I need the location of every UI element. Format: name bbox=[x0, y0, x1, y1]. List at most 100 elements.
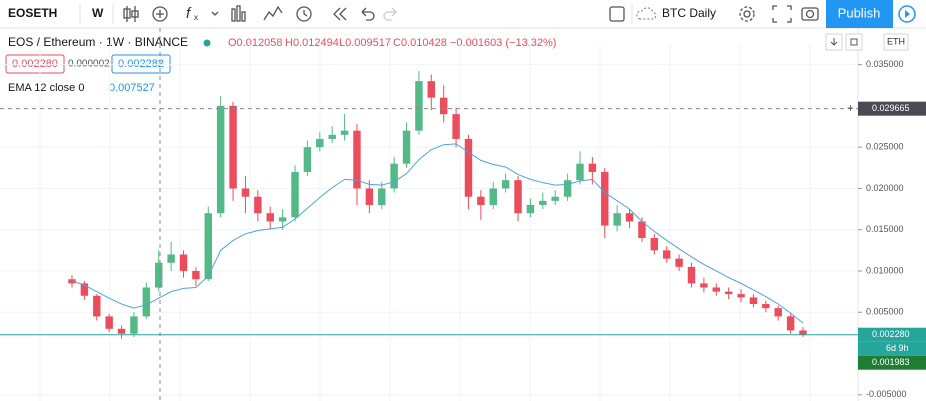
bid: 0.002280 bbox=[12, 58, 58, 70]
candle-body bbox=[439, 97, 448, 115]
publish-label[interactable]: Publish bbox=[838, 5, 881, 20]
candle-body bbox=[501, 180, 510, 189]
reset-icon bbox=[850, 38, 858, 46]
indicator-add-icon[interactable] bbox=[152, 6, 168, 22]
candle-body bbox=[130, 316, 138, 334]
ema-value: 0.007527 bbox=[109, 82, 155, 94]
play-icon[interactable] bbox=[898, 5, 916, 23]
fullscreen-icon[interactable] bbox=[772, 5, 792, 23]
candle-body bbox=[229, 105, 237, 189]
currency-box[interactable] bbox=[883, 33, 909, 51]
candle-body bbox=[204, 213, 213, 280]
legend-high: H0.012494 bbox=[285, 37, 339, 49]
compare-icon[interactable] bbox=[263, 5, 283, 21]
legend-open: O0.012058 bbox=[228, 37, 282, 49]
candle-body bbox=[737, 294, 745, 298]
candle-body bbox=[266, 213, 274, 222]
candle-body bbox=[415, 81, 423, 131]
candle-body bbox=[700, 283, 708, 288]
alert-icon[interactable] bbox=[296, 6, 312, 22]
ema-line bbox=[71, 143, 804, 324]
cloud-icon bbox=[636, 7, 657, 20]
candle-body bbox=[303, 147, 312, 172]
candle-body bbox=[762, 304, 770, 309]
candle-body bbox=[316, 138, 324, 148]
candle-body bbox=[427, 81, 436, 98]
candle-body bbox=[390, 163, 398, 189]
compare-symbol[interactable]: BTC Daily bbox=[662, 6, 716, 20]
candle-body bbox=[588, 163, 597, 172]
candle-body bbox=[675, 258, 683, 267]
candle-body bbox=[167, 254, 175, 263]
crosshair-plus: + bbox=[847, 101, 854, 115]
candle-body bbox=[365, 188, 374, 205]
fx-icon-sub: x bbox=[194, 13, 198, 22]
last-price-box bbox=[858, 327, 926, 342]
y-tick-label: -0.005000 bbox=[866, 389, 907, 399]
scroll-icon bbox=[830, 38, 838, 46]
candle-body bbox=[489, 188, 497, 205]
candle-body bbox=[774, 308, 782, 317]
candle-body bbox=[613, 213, 621, 226]
candle-body bbox=[799, 330, 807, 335]
candle-body bbox=[378, 188, 386, 205]
candle-body bbox=[551, 196, 559, 201]
candle-body bbox=[687, 266, 696, 284]
candle-body bbox=[117, 328, 126, 334]
fx-icon[interactable]: f bbox=[186, 5, 192, 22]
candle-body bbox=[749, 297, 758, 305]
ask: 0.002282 bbox=[118, 58, 164, 70]
candle-body bbox=[80, 283, 89, 296]
candle-body bbox=[724, 291, 733, 295]
symbol[interactable]: EOSETH bbox=[8, 6, 57, 20]
interval[interactable]: W bbox=[92, 6, 104, 20]
candle-body bbox=[241, 188, 250, 197]
countdown: 6d 9h bbox=[886, 343, 909, 353]
settings-icon[interactable] bbox=[739, 6, 755, 22]
candle-body bbox=[452, 114, 460, 139]
low-label: 0.001983 bbox=[872, 357, 910, 367]
candle-body bbox=[625, 213, 634, 222]
candle-body bbox=[402, 130, 411, 164]
redo-icon[interactable] bbox=[383, 7, 397, 21]
y-tick-label: 0.005000 bbox=[866, 307, 904, 317]
dropdown-icon[interactable] bbox=[211, 11, 219, 16]
y-tick-label: 0.035000 bbox=[866, 59, 904, 69]
candle-body bbox=[192, 270, 200, 280]
legend-close: C0.010428 bbox=[393, 37, 447, 49]
candle-body bbox=[526, 204, 535, 214]
candle-body bbox=[477, 196, 485, 205]
snapshot-icon[interactable] bbox=[801, 7, 819, 21]
candle-body bbox=[601, 171, 609, 226]
market-dot bbox=[203, 39, 211, 47]
publish-button[interactable] bbox=[826, 0, 893, 28]
y-tick-label: 0.020000 bbox=[866, 183, 904, 193]
legend-title: EOS / Ethereum · 1W · BINANCE bbox=[8, 35, 188, 49]
candle-body bbox=[514, 180, 522, 214]
crosshair-box bbox=[858, 101, 926, 116]
replay-icon[interactable] bbox=[333, 7, 347, 21]
play-icon-triangle bbox=[905, 10, 910, 18]
candle-body bbox=[105, 316, 113, 329]
templates-icon[interactable] bbox=[231, 5, 246, 22]
legend-low: L0.009517 bbox=[339, 37, 391, 49]
candle-icon[interactable] bbox=[123, 6, 139, 22]
checkbox[interactable] bbox=[609, 6, 625, 22]
legend-change: −0.001603 (−13.32%) bbox=[450, 37, 556, 49]
candle-body bbox=[278, 217, 287, 222]
bid-box[interactable] bbox=[5, 54, 65, 74]
low-box bbox=[858, 355, 926, 370]
undo-icon[interactable] bbox=[361, 7, 375, 21]
reset-button[interactable] bbox=[845, 33, 863, 51]
candle-body bbox=[638, 221, 646, 238]
candle-body bbox=[142, 287, 151, 317]
candle-body bbox=[254, 196, 262, 214]
candle-body bbox=[712, 287, 720, 292]
y-tick-label: 0.025000 bbox=[866, 142, 904, 152]
ask-box[interactable] bbox=[111, 54, 171, 74]
candle-body bbox=[216, 105, 225, 214]
candle-body bbox=[155, 262, 163, 288]
candle-body bbox=[464, 138, 473, 197]
currency: ETH bbox=[887, 36, 905, 46]
